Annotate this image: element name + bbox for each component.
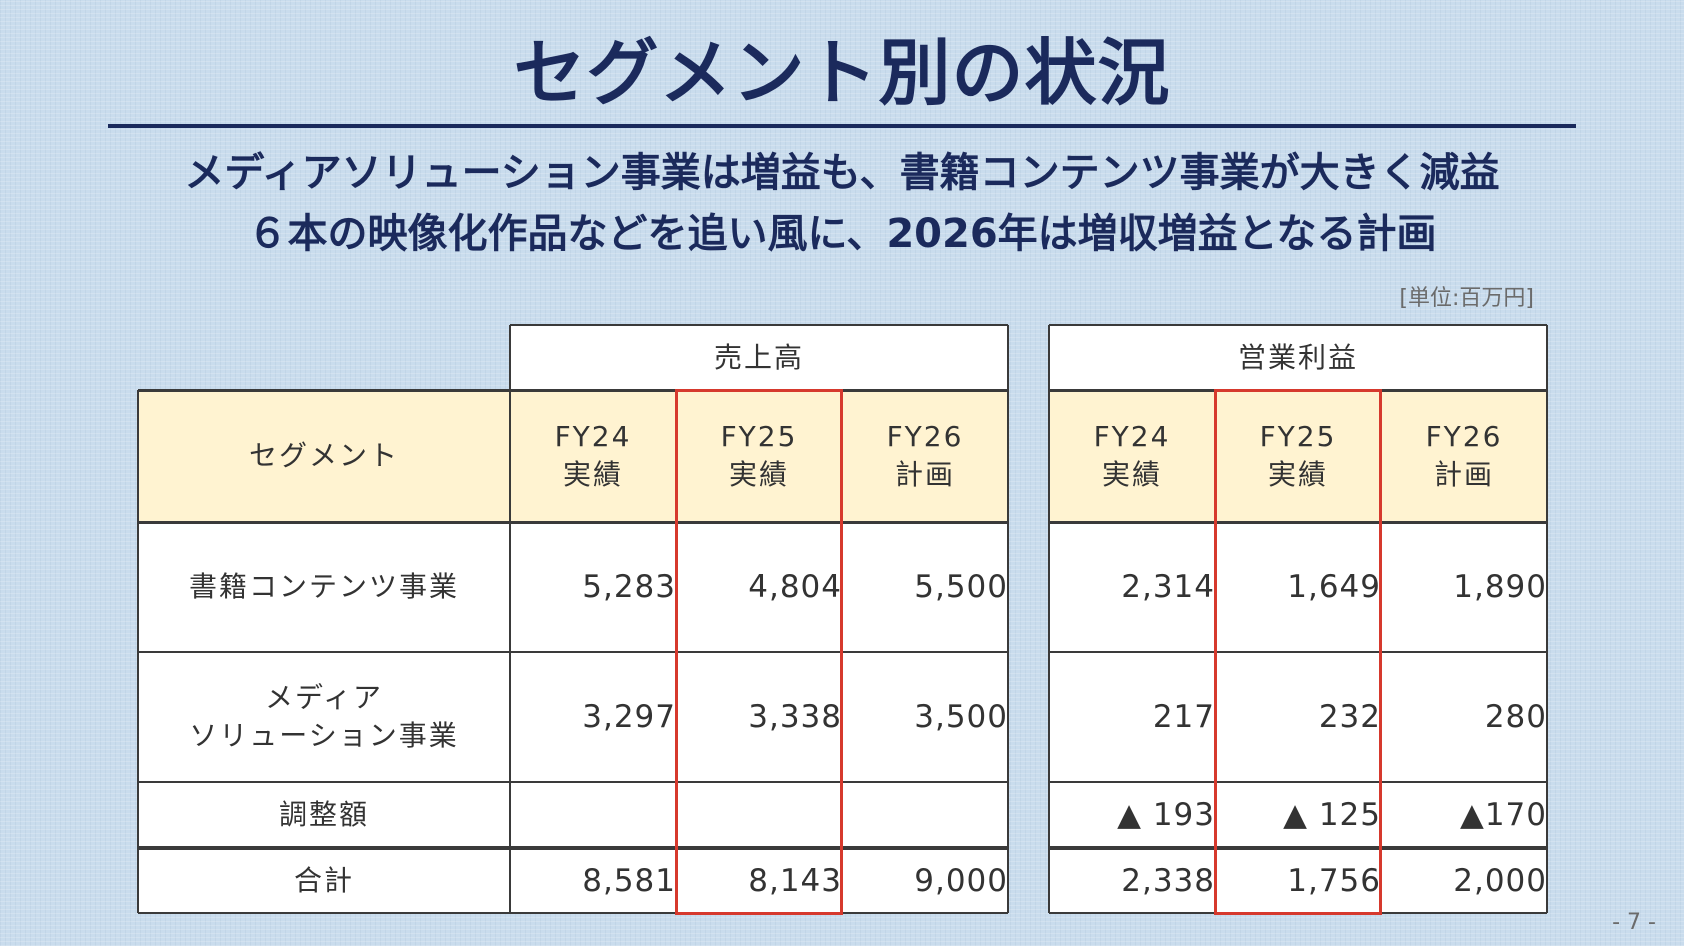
profit-value: 2,000 [1381, 848, 1547, 913]
sales-value [842, 782, 1008, 848]
profit-value: ▲ 125 [1215, 782, 1381, 848]
sales-column-header: FY24 実績 [510, 390, 676, 522]
page-title: セグメント別の状況 [513, 31, 1171, 115]
grid-line [138, 846, 1008, 850]
grid-line [1049, 781, 1547, 783]
segment-name: 調整額 [138, 782, 510, 848]
grid-line [1007, 390, 1009, 913]
profit-value: 2,338 [1049, 848, 1215, 913]
profit-value: ▲ 193 [1049, 782, 1215, 848]
profit-value: 2,314 [1049, 522, 1215, 652]
unit-note: [単位:百万円] [1399, 286, 1534, 311]
sales-value: 3,297 [510, 652, 676, 782]
profit-column-header: FY24 実績 [1049, 390, 1215, 522]
fy25-profit-highlight [1214, 389, 1382, 915]
grid-line [1546, 325, 1548, 390]
profit-value: ▲170 [1381, 782, 1547, 848]
grid-line [138, 521, 1008, 524]
grid-line [138, 651, 1008, 653]
subtitle-line-2: ６本の映像化作品などを追い風に、2026年は増収増益となる計画 [247, 211, 1437, 257]
sales-value: 8,143 [676, 848, 842, 913]
grid-line [1007, 325, 1009, 390]
sales-value: 9,000 [842, 848, 1008, 913]
segment-name: 合計 [138, 848, 510, 913]
sales-column-header: FY26 計画 [842, 390, 1008, 522]
profit-value: 1,756 [1215, 848, 1381, 913]
profit-value: 217 [1049, 652, 1215, 782]
sales-value [510, 782, 676, 848]
sales-value: 4,804 [676, 522, 842, 652]
profit-column-header: FY26 計画 [1381, 390, 1547, 522]
profit-value: 232 [1215, 652, 1381, 782]
grid-line [137, 390, 139, 913]
segment-name: 書籍コンテンツ事業 [138, 522, 510, 652]
grid-line [1049, 846, 1547, 850]
sales-value: 5,283 [510, 522, 676, 652]
sales-value: 8,581 [510, 848, 676, 913]
profit-value: 1,890 [1381, 522, 1547, 652]
grid-line [1049, 324, 1547, 326]
segment-name: メディア ソリューション事業 [138, 652, 510, 782]
sales-value [676, 782, 842, 848]
sales-value: 3,500 [842, 652, 1008, 782]
grid-line [138, 912, 1008, 914]
grid-line [138, 781, 1008, 783]
fy25-sales-highlight [675, 389, 843, 915]
grid-line [1048, 325, 1050, 390]
grid-line [510, 324, 1008, 326]
sales-group-header: 売上高 [510, 325, 1008, 390]
profit-value: 280 [1381, 652, 1547, 782]
profit-group-header: 営業利益 [1049, 325, 1547, 390]
sales-value: 5,500 [842, 522, 1008, 652]
sales-column-header: FY25 実績 [676, 390, 842, 522]
sales-value: 3,338 [676, 652, 842, 782]
grid-line [1049, 651, 1547, 653]
segment-column-header: セグメント [138, 390, 510, 522]
grid-line [138, 389, 1008, 392]
grid-line [509, 325, 511, 390]
grid-line [1546, 390, 1548, 913]
grid-line [1049, 521, 1547, 524]
grid-line [1048, 390, 1050, 913]
profit-column-header: FY25 実績 [1215, 390, 1381, 522]
title-underline [108, 124, 1576, 128]
profit-value: 1,649 [1215, 522, 1381, 652]
grid-line [509, 390, 511, 913]
page-number: - 7 - [1612, 910, 1656, 935]
subtitle-line-1: メディアソリューション事業は増益も、書籍コンテンツ事業が大きく減益 [184, 150, 1500, 196]
